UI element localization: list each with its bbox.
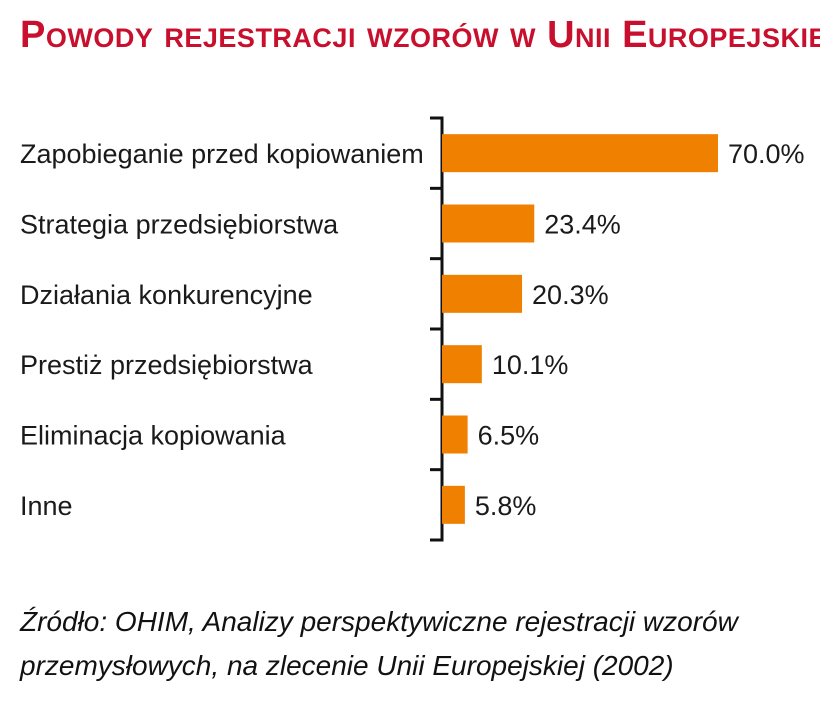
- value-label: 6.5%: [478, 421, 540, 451]
- bar: [442, 345, 482, 384]
- value-label: 10.1%: [492, 350, 569, 380]
- chart-title: Powody rejestracji wzorów w Unii Europej…: [20, 14, 820, 56]
- category-label: Zapobieganie przed kopiowaniem: [20, 139, 424, 169]
- bar: [442, 134, 718, 173]
- value-label: 23.4%: [544, 210, 621, 240]
- bar: [442, 415, 468, 454]
- category-label: Strategia przedsiębiorstwa: [20, 210, 339, 240]
- value-label: 5.8%: [475, 491, 537, 521]
- bar-chart: Zapobieganie przed kopiowaniem 70.0% Strat…: [20, 116, 805, 542]
- category-label: Prestiż przedsiębiorstwa: [20, 350, 314, 380]
- bar: [442, 274, 523, 313]
- category-label: Inne: [20, 491, 73, 521]
- category-label: Eliminacja kopiowania: [20, 421, 287, 451]
- bar: [442, 485, 465, 524]
- category-label: Działania konkurencyjne: [20, 280, 313, 310]
- value-label: 70.0%: [728, 139, 805, 169]
- value-label: 20.3%: [532, 280, 609, 310]
- bar: [442, 204, 535, 243]
- source-note: Źródło: OHIM, Analizy perspektywiczne re…: [20, 606, 738, 681]
